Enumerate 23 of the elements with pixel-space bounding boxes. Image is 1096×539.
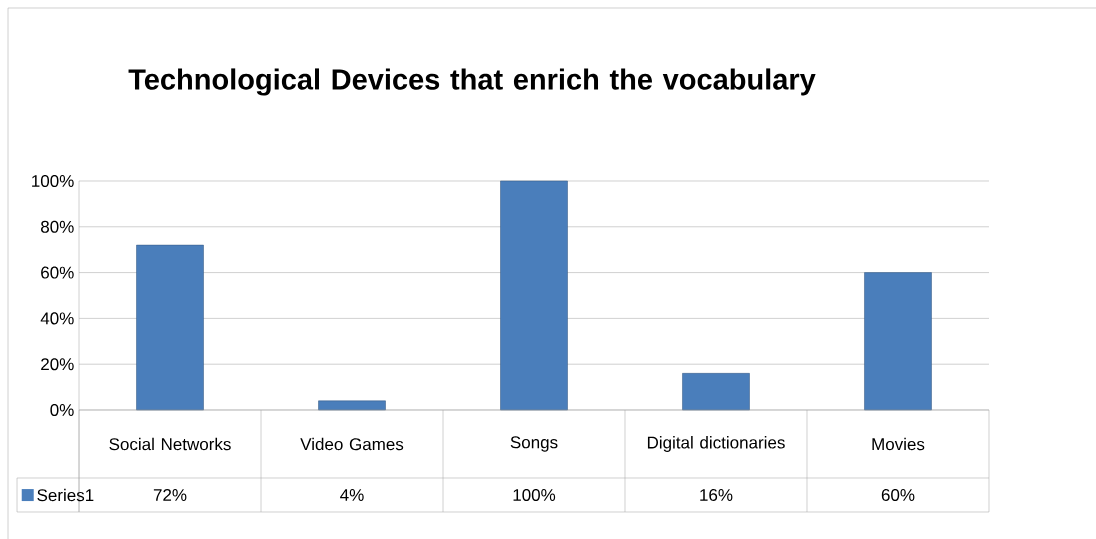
y-tick-label: 20% [41,358,74,371]
bar [318,400,386,411]
bar [136,244,204,411]
x-tick-label: Video Games [300,437,404,451]
data-label: 100% [513,488,556,501]
data-label: 16% [700,488,733,501]
bar [500,180,568,411]
legend-label: Series1 [37,488,94,502]
y-tick-label: 60% [41,266,74,279]
data-label: 60% [881,488,915,501]
chart-title: Technological Devices that enrich the vocabulary [128,68,816,96]
x-tick-label: Songs [510,436,558,452]
y-tick-label: 80% [41,220,74,233]
bar [682,373,750,411]
y-tick-label: 40% [40,312,74,325]
y-tick-label: 100% [32,174,74,188]
data-label: 72% [153,488,187,501]
data-label: 4% [340,489,364,501]
bar [864,272,932,411]
y-tick-label: 0% [50,403,74,417]
x-tick-label: Digital dictionaries [647,436,785,452]
x-tick-label: Movies [872,437,925,451]
x-tick-label: Social Networks [109,437,231,451]
